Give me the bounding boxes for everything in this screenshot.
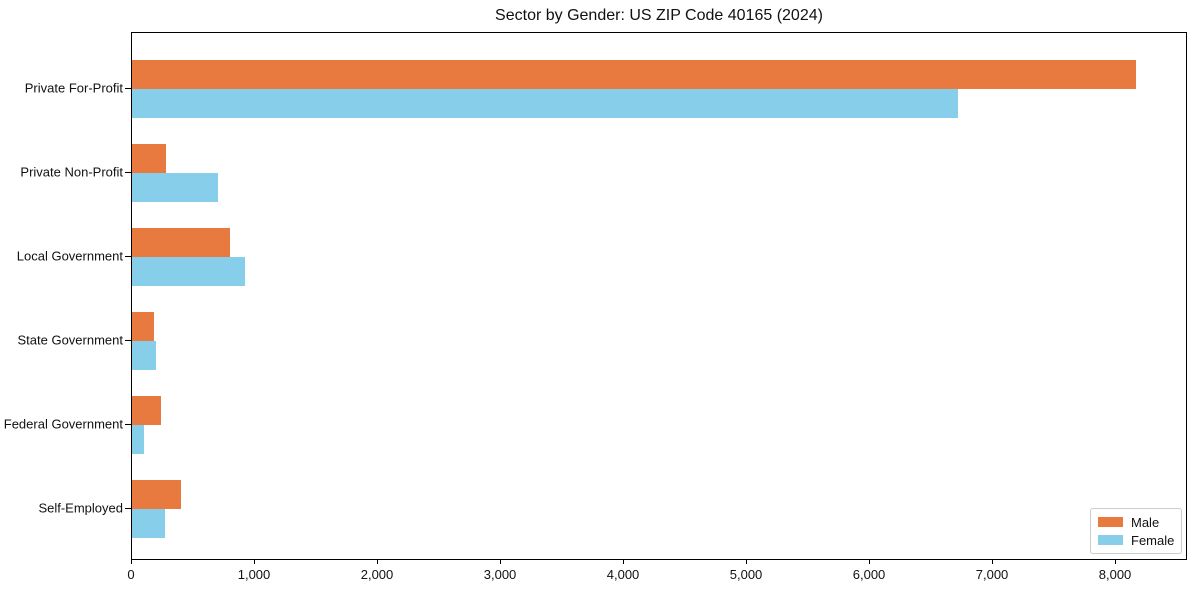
x-tick-label-3000: 3,000	[483, 567, 517, 582]
x-tick-mark	[1114, 559, 1116, 564]
y-tick-label-state-government: State Government	[17, 332, 124, 348]
bar-female-local-government	[132, 257, 245, 286]
legend-label-female: Female	[1131, 532, 1175, 548]
x-tick-mark	[622, 559, 624, 564]
x-tick-label-0: 0	[127, 567, 135, 582]
y-tick-label-federal-government: Federal Government	[3, 416, 123, 432]
legend-item-female: Female	[1098, 533, 1174, 548]
x-tick-label-7000: 7,000	[975, 567, 1009, 582]
bar-male-private-for-profit	[132, 60, 1136, 89]
y-tick-mark	[125, 423, 131, 425]
x-tick-label-1000: 1,000	[237, 567, 271, 582]
x-tick-mark	[376, 559, 378, 564]
plot-area	[131, 32, 1187, 560]
bar-male-self-employed	[132, 480, 181, 509]
x-tick-label-6000: 6,000	[852, 567, 886, 582]
y-tick-label-private-non-profit: Private Non-Profit	[20, 164, 123, 180]
y-tick-mark	[125, 87, 131, 89]
x-tick-mark	[868, 559, 870, 564]
bar-female-self-employed	[132, 509, 165, 538]
bar-male-local-government	[132, 228, 230, 257]
bar-male-private-non-profit	[132, 144, 166, 173]
x-tick-label-8000: 8,000	[1098, 567, 1132, 582]
bar-male-federal-government	[132, 396, 161, 425]
x-tick-mark	[253, 559, 255, 564]
x-tick-mark	[130, 559, 132, 564]
y-tick-mark	[125, 171, 131, 173]
legend-swatch-male	[1098, 517, 1123, 527]
y-tick-mark	[125, 255, 131, 257]
bar-female-federal-government	[132, 425, 144, 454]
y-tick-label-self-employed: Self-Employed	[38, 500, 123, 516]
x-tick-label-2000: 2,000	[360, 567, 394, 582]
x-tick-label-5000: 5,000	[729, 567, 763, 582]
bar-female-private-for-profit	[132, 89, 958, 118]
legend-label-male: Male	[1131, 514, 1160, 530]
x-tick-mark	[991, 559, 993, 564]
legend: Male Female	[1090, 508, 1182, 554]
legend-item-male: Male	[1098, 515, 1174, 530]
x-tick-mark	[745, 559, 747, 564]
y-tick-label-local-government: Local Government	[16, 248, 123, 264]
y-tick-label-private-for-profit: Private For-Profit	[24, 80, 123, 96]
x-tick-mark	[499, 559, 501, 564]
bar-female-state-government	[132, 341, 156, 370]
chart-title: Sector by Gender: US ZIP Code 40165 (202…	[495, 7, 823, 24]
bar-female-private-non-profit	[132, 173, 218, 202]
y-tick-mark	[125, 339, 131, 341]
x-tick-label-4000: 4,000	[606, 567, 640, 582]
y-tick-mark	[125, 507, 131, 509]
legend-swatch-female	[1098, 535, 1123, 545]
bar-male-state-government	[132, 312, 154, 341]
